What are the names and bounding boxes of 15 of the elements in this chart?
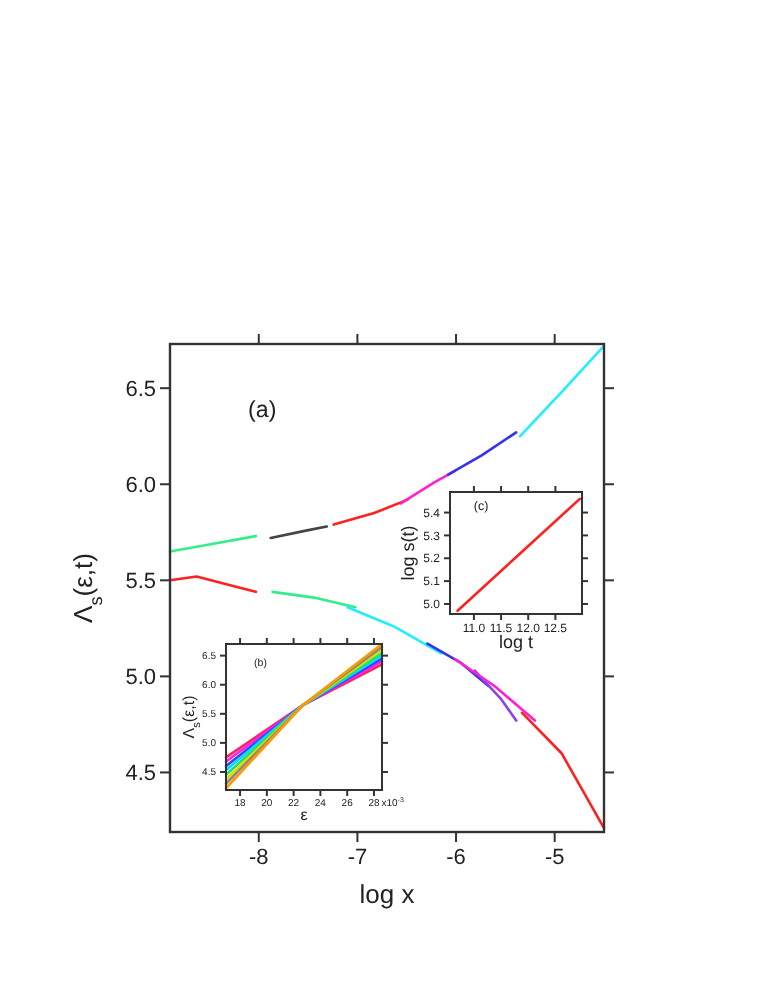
x-axis-title: log t [498, 632, 535, 653]
x-tick-label: -7 [347, 846, 368, 870]
y-tick-label: 5.0 [125, 666, 156, 691]
y-tick-label: 4.5 [125, 762, 156, 787]
x-tick-label: -8 [248, 846, 269, 870]
y-tick-label: 6.5 [125, 377, 156, 402]
x-axis-title: ε [300, 806, 309, 825]
y-axis-title: log s(t) [397, 525, 418, 581]
x-tick-label: -5 [544, 846, 565, 870]
line-series [168, 575, 258, 594]
y-tick-label: 6.0 [125, 473, 156, 498]
annotation: (a) [248, 399, 277, 424]
y-tick-label: 5.5 [125, 570, 156, 595]
x-tick-label: -6 [446, 846, 466, 870]
x-axis-title: log x [359, 879, 416, 909]
